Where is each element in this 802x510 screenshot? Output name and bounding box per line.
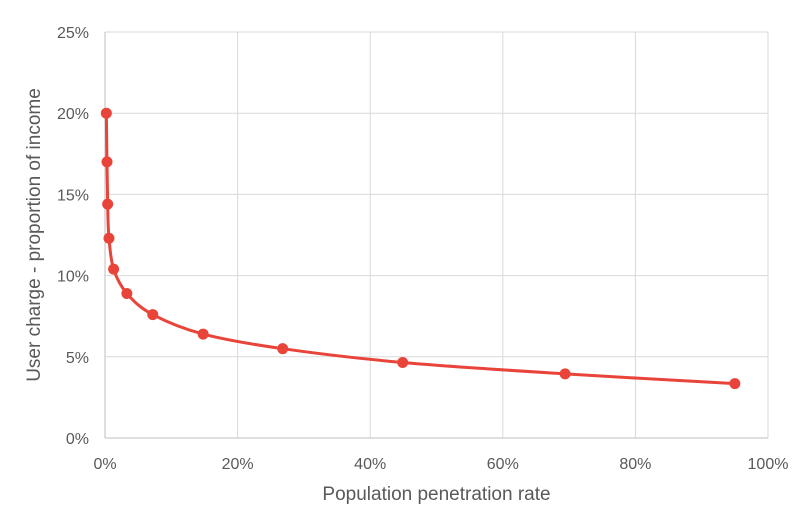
x-tick-label: 80%: [619, 456, 651, 473]
y-tick-label: 10%: [57, 269, 89, 286]
data-point: [277, 343, 289, 355]
x-tick-label: 20%: [222, 456, 254, 473]
series-line: [104, 113, 735, 386]
data-point: [729, 378, 741, 390]
data-point: [108, 263, 120, 275]
tick-labels: 0% 5% 10% 15% 20% 25% 0% 20% 40% 60% 80% 100%: [57, 25, 788, 473]
grid: [105, 31, 769, 438]
data-point: [103, 232, 115, 244]
data-point: [397, 356, 409, 368]
x-axis-title: Population penetration rate: [322, 484, 550, 505]
y-tick-label: 15%: [57, 187, 89, 204]
data-point: [102, 198, 114, 210]
series: [100, 107, 741, 390]
y-tick-label: 20%: [57, 106, 89, 123]
x-tick-label: 100%: [748, 456, 789, 473]
data-point: [100, 107, 112, 119]
data-point: [147, 309, 159, 321]
data-point: [101, 156, 113, 168]
y-tick-label: 25%: [57, 25, 89, 42]
x-tick-label: 60%: [487, 456, 519, 473]
x-tick-label: 40%: [354, 456, 386, 473]
data-point: [197, 328, 209, 340]
data-point: [121, 287, 133, 299]
y-tick-label: 0%: [66, 431, 89, 448]
axes: [104, 32, 768, 439]
x-tick-label: 0%: [93, 456, 116, 473]
data-point: [559, 368, 571, 380]
y-tick-label: 5%: [66, 350, 89, 367]
y-axis-title: User charge - proportion of income: [24, 88, 45, 382]
